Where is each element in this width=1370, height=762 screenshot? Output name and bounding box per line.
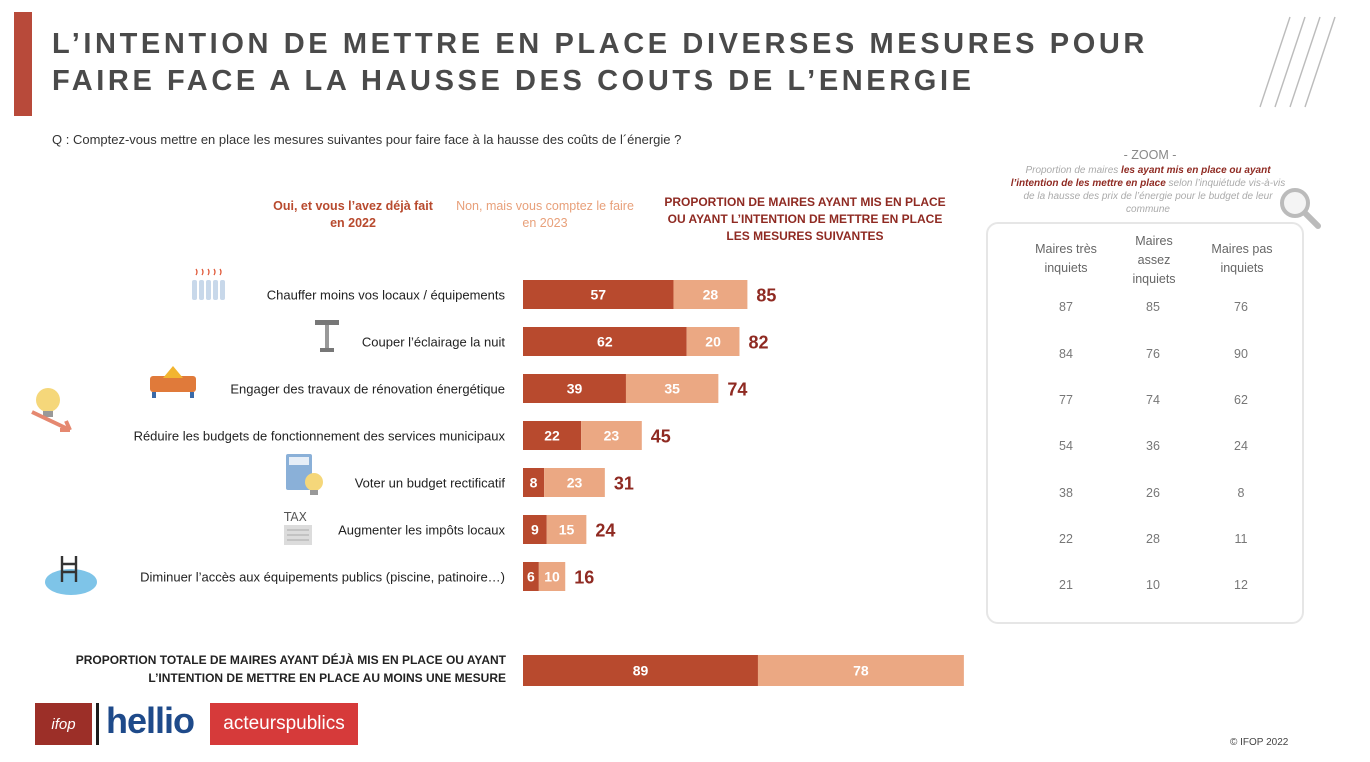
data-label-oui: 8 xyxy=(530,475,538,491)
tax-document-icon: TAX xyxy=(283,510,312,545)
category-label: Couper l’éclairage la nuit xyxy=(362,335,505,350)
category-label: Diminuer l’accès aux équipements publics… xyxy=(140,570,505,585)
zoom-value: 8 xyxy=(1237,486,1245,500)
bar-non xyxy=(544,468,605,497)
logo-separator xyxy=(96,703,99,745)
zoom-value: 22 xyxy=(1059,532,1073,546)
calculator-bulb-icon xyxy=(286,454,323,495)
data-label-oui: 9 xyxy=(531,522,539,538)
legend-non: Non, mais vous comptez le faire en 2023 xyxy=(456,199,634,230)
zoom-column-assez: Maires assez inquiets xyxy=(1132,234,1176,286)
category-label: Voter un budget rectificatif xyxy=(355,476,506,491)
zoom-value: 12 xyxy=(1234,578,1248,592)
total-bar-oui xyxy=(523,655,758,686)
data-label-non: 23 xyxy=(567,475,583,491)
zoom-value: 28 xyxy=(1146,532,1160,546)
hellio-logo: hellio xyxy=(106,700,195,741)
bar-oui xyxy=(523,374,626,403)
bar-oui xyxy=(523,562,539,591)
question-text: Q : Comptez-vous mettre en place les mes… xyxy=(52,132,682,147)
zoom-value: 62 xyxy=(1234,393,1248,407)
total-label: 31 xyxy=(614,474,634,494)
heater-icon xyxy=(192,268,225,300)
data-label-non: 15 xyxy=(559,522,575,538)
zoom-value: 11 xyxy=(1234,532,1248,546)
bar-non xyxy=(625,374,719,403)
bar-oui xyxy=(523,421,582,450)
zoom-value: 77 xyxy=(1059,393,1073,407)
bar-non xyxy=(581,421,642,450)
data-label-non: 20 xyxy=(705,334,721,350)
total-label: 85 xyxy=(756,286,776,306)
title-accent-bar xyxy=(14,12,32,116)
data-label-oui: 57 xyxy=(590,287,606,303)
bar-non xyxy=(546,515,587,544)
zoom-panel xyxy=(986,222,1304,624)
zoom-title: - ZOOM - xyxy=(1123,148,1177,162)
zoom-value: 74 xyxy=(1146,393,1160,407)
zoom-value: 24 xyxy=(1234,439,1248,453)
zoom-value: 85 xyxy=(1146,300,1160,314)
acteurs-publics-logo: acteurspublics xyxy=(210,703,358,745)
zoom-subtitle-post: selon l’inquiétude vis-à-vis de la hauss… xyxy=(1023,178,1286,215)
bar-oui xyxy=(523,468,545,497)
swimming-pool-icon xyxy=(45,556,97,595)
renovation-icon xyxy=(150,366,196,398)
zoom-column-tres: Maires très inquiets xyxy=(1035,242,1097,275)
svg-text:TAX: TAX xyxy=(283,510,307,524)
bar-non xyxy=(538,562,566,591)
data-label-oui: 39 xyxy=(567,381,583,397)
total-label: 45 xyxy=(651,427,671,447)
zoom-value: 76 xyxy=(1234,300,1248,314)
category-label: Augmenter les impôts locaux xyxy=(338,523,505,538)
category-label: Réduire les budgets de fonctionnement de… xyxy=(134,429,506,444)
category-label: Engager des travaux de rénovation énergé… xyxy=(230,382,505,397)
total-label: 82 xyxy=(748,333,768,353)
zoom-value: 36 xyxy=(1146,439,1160,453)
zoom-subtitle-highlight: les ayant mis en place ou ayant l’intent… xyxy=(1010,165,1271,189)
street-lamp-icon xyxy=(315,320,339,352)
zoom-subtitle-pre: Proportion de maires xyxy=(1025,165,1122,176)
magnifier-icon xyxy=(1280,188,1321,229)
total-row-label-oui: 89 xyxy=(633,663,649,679)
data-label-non: 35 xyxy=(664,381,680,397)
zoom-value: 10 xyxy=(1146,578,1160,592)
total-label: 74 xyxy=(727,380,747,400)
bar-oui xyxy=(523,280,674,309)
zoom-column-pas: Maires pas inquiets xyxy=(1211,242,1273,275)
copyright: © IFOP 2022 xyxy=(1230,737,1289,748)
bar-oui xyxy=(523,327,687,356)
zoom-subtitle: Proportion de maires les ayant mis en pl… xyxy=(1008,164,1288,216)
zoom-value: 26 xyxy=(1146,486,1160,500)
total-row-label-non: 78 xyxy=(853,663,869,679)
zoom-value: 38 xyxy=(1059,486,1073,500)
data-label-non: 23 xyxy=(604,428,620,444)
total-label: 24 xyxy=(595,521,615,541)
zoom-value: 87 xyxy=(1059,300,1073,314)
category-label: Chauffer moins vos locaux / équipements xyxy=(267,288,506,303)
page-title: L’intention de mettre en place diverses … xyxy=(52,28,1148,97)
data-label-oui: 6 xyxy=(527,569,535,585)
total-bar-non xyxy=(757,655,964,686)
bar-non xyxy=(673,280,748,309)
data-label-non: 28 xyxy=(703,287,719,303)
data-label-oui: 62 xyxy=(597,334,613,350)
bar-non xyxy=(686,327,740,356)
zoom-value: 90 xyxy=(1234,347,1248,361)
zoom-value: 84 xyxy=(1059,347,1073,361)
ifop-logo: ifop xyxy=(35,703,92,745)
legend-proportion: PROPORTION DE MAIRES AYANT MIS EN PLACE … xyxy=(664,195,946,243)
lightbulb-down-icon xyxy=(31,388,72,432)
data-label-non: 10 xyxy=(544,569,560,585)
zoom-value: 54 xyxy=(1059,439,1073,453)
legend-oui: Oui, et vous l’avez déjà fait en 2022 xyxy=(273,199,433,230)
bar-oui xyxy=(523,515,547,544)
total-label: 16 xyxy=(574,568,594,588)
decorative-lines xyxy=(1259,16,1336,108)
total-row-label: PROPORTION TOTALE DE MAIRES AYANT DÉJÀ M… xyxy=(75,653,506,685)
zoom-value: 76 xyxy=(1146,347,1160,361)
data-label-oui: 22 xyxy=(544,428,560,444)
zoom-value: 21 xyxy=(1059,578,1073,592)
